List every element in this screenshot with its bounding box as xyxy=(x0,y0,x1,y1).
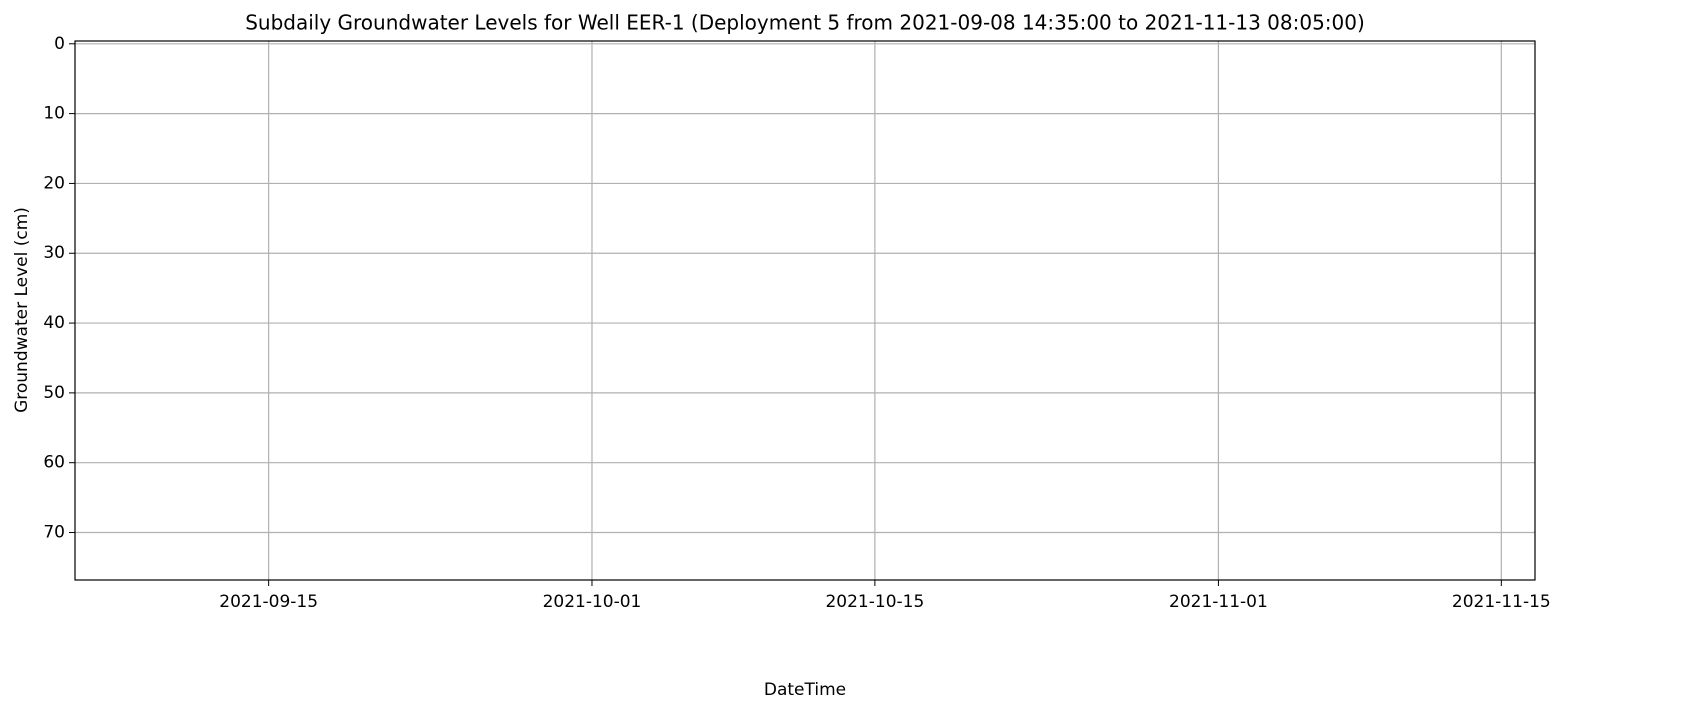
chart-title: Subdaily Groundwater Levels for Well EER… xyxy=(245,11,1365,35)
y-tick-label: 10 xyxy=(43,104,65,124)
x-tick-label: 2021-11-15 xyxy=(1452,592,1551,612)
x-tick-label: 2021-10-15 xyxy=(825,592,924,612)
y-tick-label: 20 xyxy=(43,173,65,193)
x-tick-label: 2021-11-01 xyxy=(1169,592,1268,612)
x-tick-label: 2021-09-15 xyxy=(219,592,318,612)
y-axis-label: Groundwater Level (cm) xyxy=(12,207,32,413)
y-tick-label: 70 xyxy=(43,523,65,543)
y-tick-label: 50 xyxy=(43,383,65,403)
y-tick-label: 60 xyxy=(43,453,65,473)
x-axis-label: DateTime xyxy=(764,680,846,700)
x-tick-label: 2021-10-01 xyxy=(543,592,642,612)
y-tick-label: 0 xyxy=(54,34,65,54)
y-tick-label: 40 xyxy=(43,313,65,333)
y-tick-label: 30 xyxy=(43,243,65,263)
plot-frame xyxy=(74,40,1536,581)
